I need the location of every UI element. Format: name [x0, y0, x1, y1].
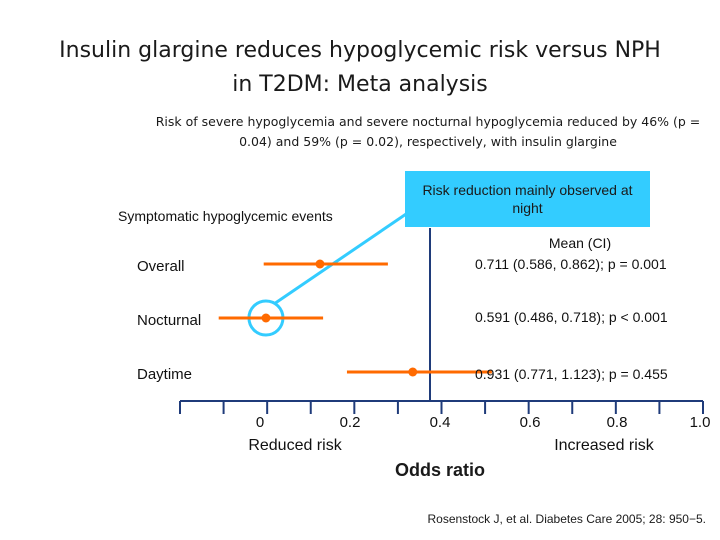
x-axis-title: Odds ratio	[394, 460, 486, 480]
callout-connector	[273, 208, 413, 306]
tick-label-1.0: 1.0	[689, 414, 711, 431]
increased-risk-caption: Increased risk	[554, 437, 654, 454]
row-label-overall: Overall	[137, 258, 185, 275]
row-label-daytime: Daytime	[137, 366, 193, 383]
tick-label-0: 0	[255, 414, 265, 431]
title-line-2: in T2DM: Meta analysis	[232, 72, 488, 97]
ci-label-daytime: 0.931 (0.771, 1.123); p = 0.455	[475, 366, 668, 382]
point-estimate-nocturnal	[261, 313, 271, 323]
tick-label-0.2: 0.2	[339, 414, 361, 431]
subtitle-line-1: Risk of severe hypoglycemia and severe n…	[155, 114, 701, 129]
title-line-1: Insulin glargine reduces hypoglycemic ri…	[59, 38, 661, 63]
callout-text: Risk reduction mainly observed at night	[422, 182, 633, 216]
row-label-nocturnal: Nocturnal	[137, 312, 202, 329]
subtitle-line-2: 0.04) and 59% (p = 0.02), respectively, …	[239, 134, 617, 149]
point-estimate-daytime	[408, 367, 418, 377]
tick-label-0.6: 0.6	[519, 414, 541, 431]
ci-header: Mean (CI)	[548, 235, 612, 251]
tick-label-0.4: 0.4	[429, 414, 451, 431]
ci-label-nocturnal: 0.591 (0.486, 0.718); p < 0.001	[475, 309, 668, 325]
point-estimate-overall	[315, 259, 325, 269]
source-citation: Rosenstock J, et al. Diabetes Care 2005;…	[427, 512, 706, 526]
callout-box: Risk reduction mainly observed at night	[405, 171, 650, 227]
reduced-risk-caption: Reduced risk	[248, 437, 342, 454]
subtitle: Risk of severe hypoglycemia and severe n…	[138, 112, 718, 152]
tick-label-0.8: 0.8	[606, 414, 628, 431]
section-label: Symptomatic hypoglycemic events	[118, 208, 333, 224]
ci-label-overall: 0.711 (0.586, 0.862); p = 0.001	[475, 256, 667, 272]
page-title: Insulin glargine reduces hypoglycemic ri…	[0, 34, 720, 102]
